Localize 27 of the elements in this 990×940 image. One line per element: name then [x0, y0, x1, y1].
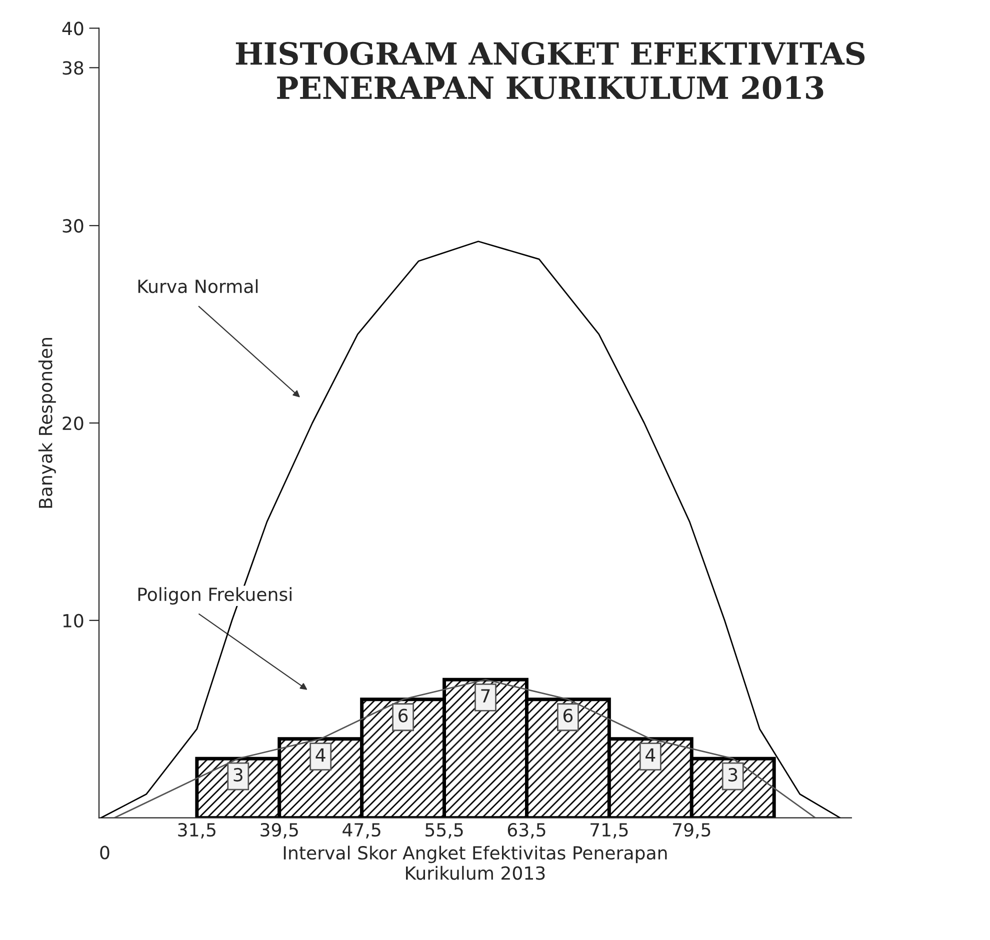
y-tick-label: 40 — [62, 22, 84, 36]
x-tick-label: 39,5 — [260, 822, 298, 838]
text: HISTOGRAM ANGKET EFEKTIVITAS PENERAPAN KURIKULUM 2013 — [236, 42, 865, 100]
annotation: Poligon Frekuensi — [138, 587, 292, 605]
line-series — [100, 240, 841, 818]
y-axis-title: Banyak Responden — [38, 338, 56, 508]
x-tick-label: 47,5 — [342, 823, 380, 838]
data-label: 4 — [316, 748, 326, 762]
data-label: 7 — [481, 689, 490, 702]
data-label: 4 — [646, 748, 656, 762]
data-label: 6 — [398, 708, 408, 722]
x-axis-title: Interval Skor Angket Efektivitas Penerapan Kurikulum 2013 — [284, 846, 667, 880]
data-label: 6 — [563, 708, 573, 722]
x-tick-label: 63,5 — [508, 822, 546, 838]
y-tick-label: 10 — [63, 614, 84, 628]
x-tick-label: 79,5 — [673, 822, 710, 838]
data-label: 3 — [234, 768, 242, 782]
text: 0 — [100, 846, 110, 860]
data-label: 3 — [728, 768, 738, 782]
line-series — [114, 678, 816, 818]
annotation: Kurva Normal — [138, 279, 258, 294]
x-tick-label: 55,5 — [426, 823, 463, 838]
x-tick-label: 31,5 — [178, 822, 216, 838]
y-tick-label: 38 — [62, 61, 84, 75]
y-tick-label: 20 — [62, 416, 84, 430]
x-tick-label: 71,5 — [590, 823, 628, 838]
y-tick-label: 30 — [62, 219, 84, 233]
